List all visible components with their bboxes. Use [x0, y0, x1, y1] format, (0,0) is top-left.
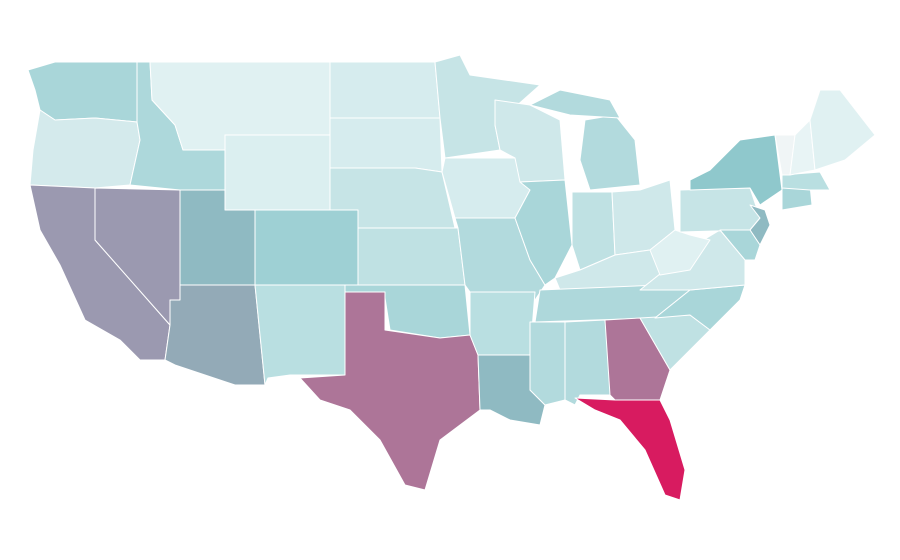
state-region — [469, 291, 536, 356]
state-region — [329, 61, 441, 119]
state-region — [164, 284, 266, 386]
state-region — [329, 117, 443, 173]
state-region — [529, 321, 566, 406]
state-region — [719, 229, 761, 261]
state-region — [29, 109, 141, 189]
state-region — [514, 179, 573, 286]
state-region — [224, 134, 331, 211]
state-region — [679, 187, 761, 233]
state-region — [299, 291, 481, 491]
state-region — [809, 89, 876, 171]
state-region — [357, 227, 466, 286]
state-region — [579, 114, 641, 191]
state-region — [781, 171, 831, 191]
state-region — [254, 209, 359, 286]
state-region — [529, 89, 621, 119]
state-region — [254, 284, 346, 386]
state-region — [649, 229, 711, 276]
state-region — [574, 397, 686, 501]
